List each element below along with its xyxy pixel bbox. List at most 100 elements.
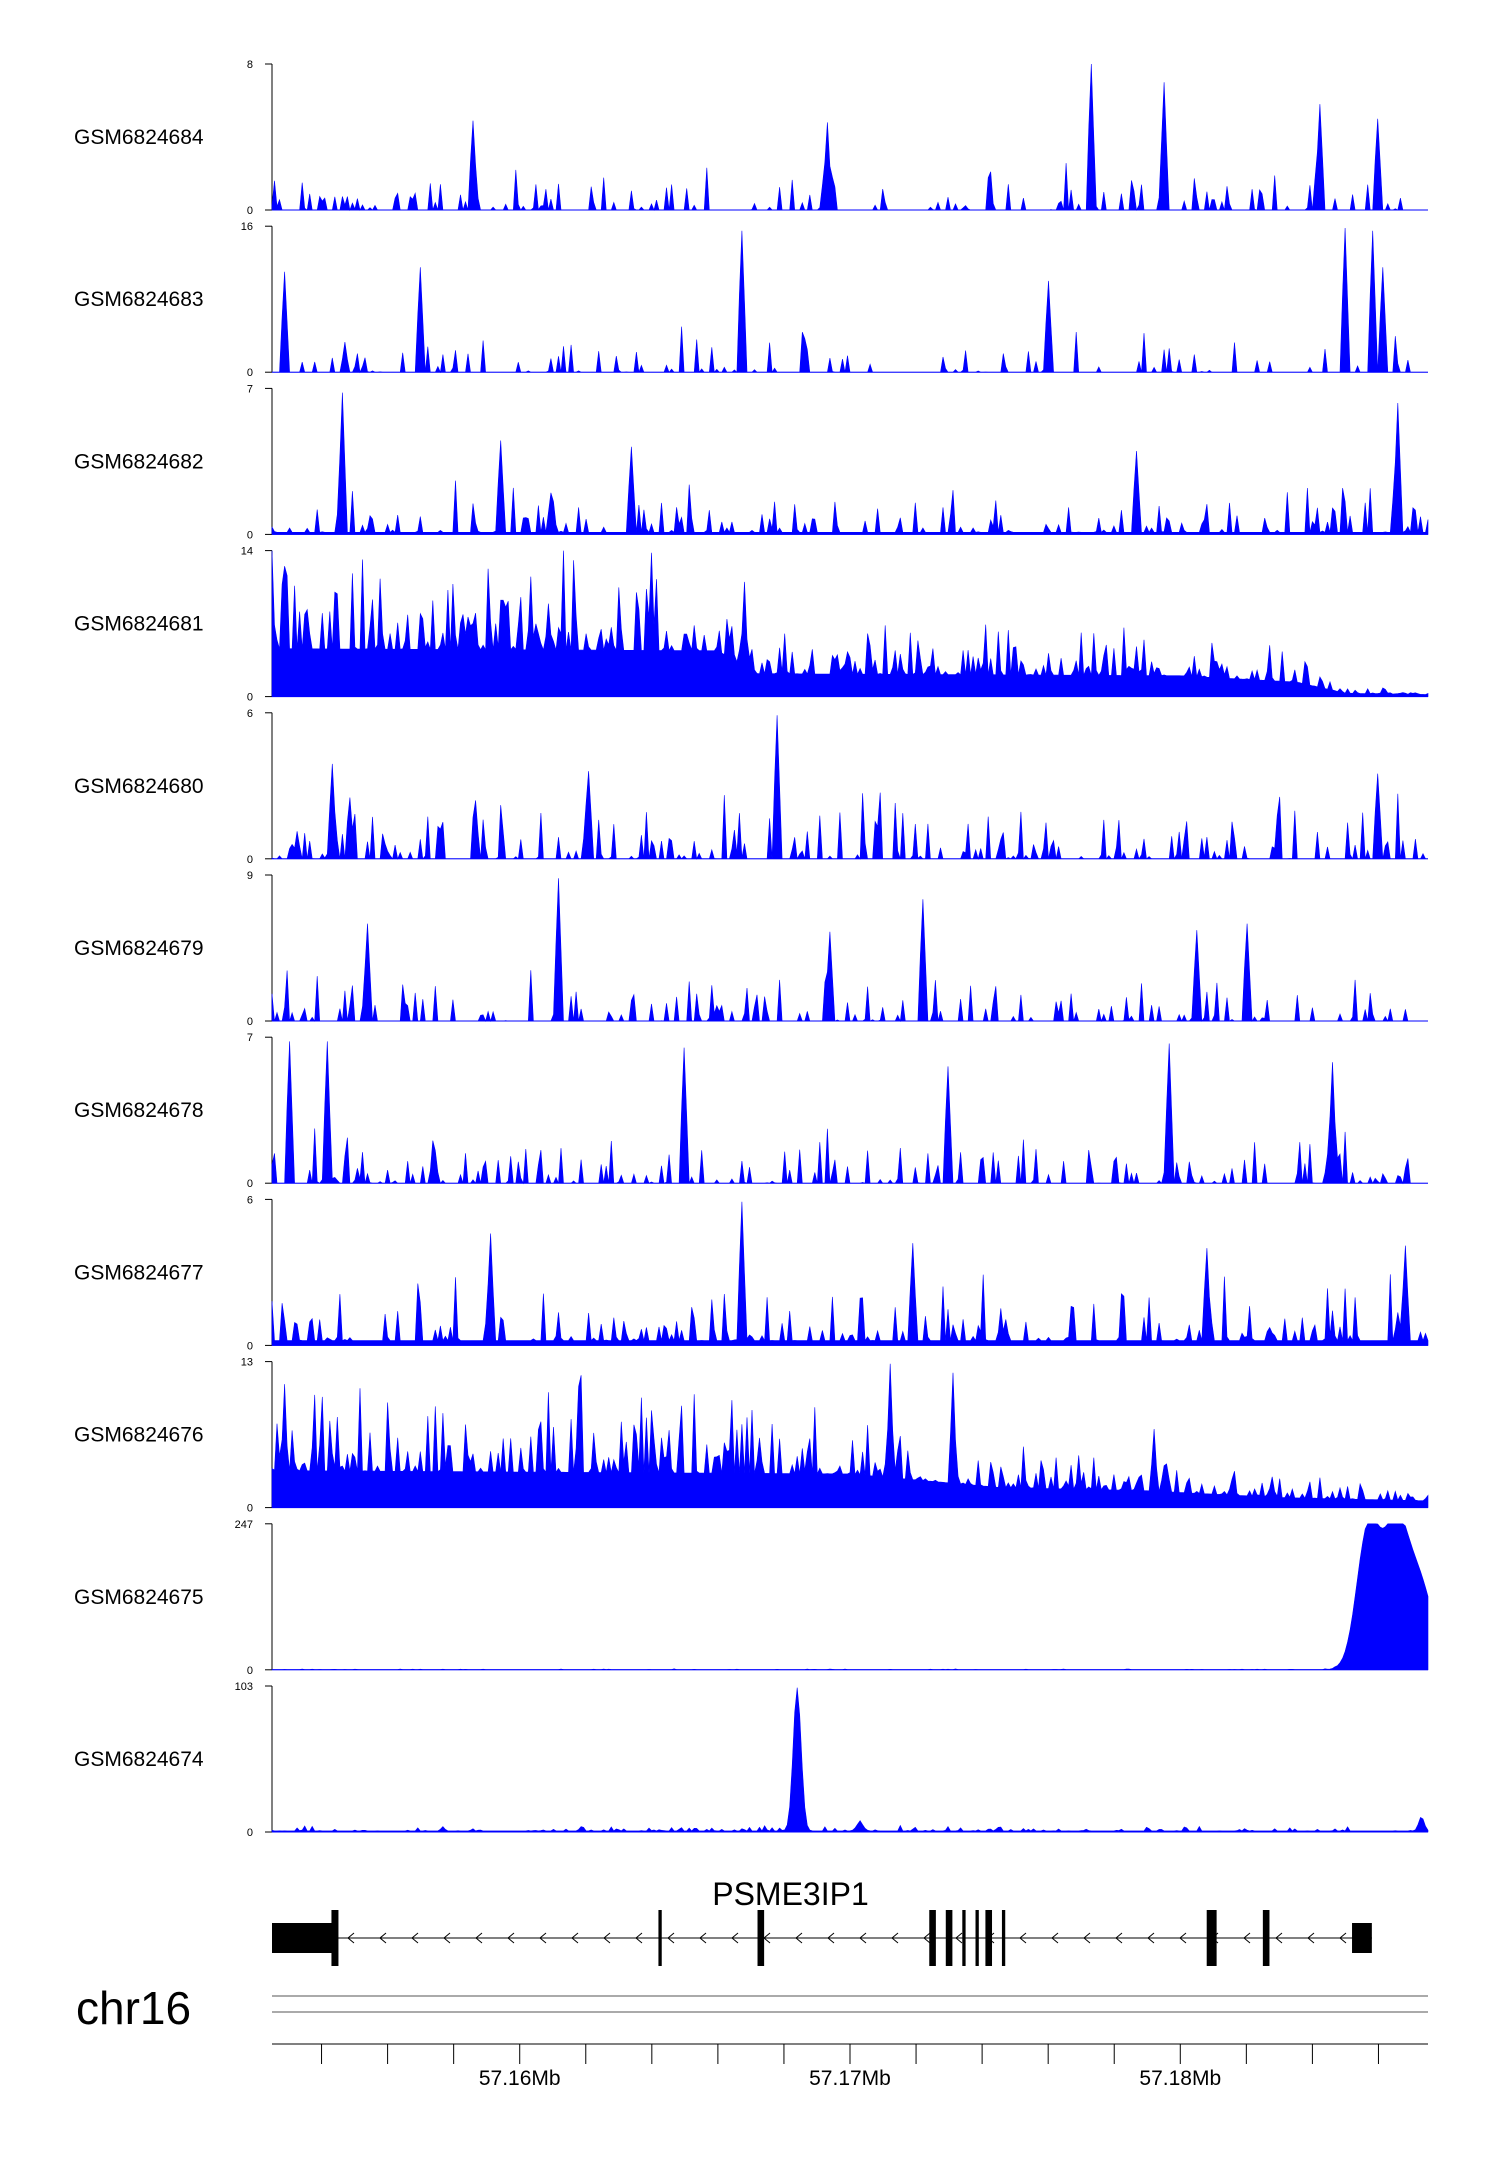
- track-GSM6824675: GSM6824675 247 0: [74, 1519, 1429, 1677]
- gene-exon: [1001, 1910, 1006, 1966]
- signal-area-GSM6824677: [271, 1201, 1429, 1346]
- track-label: GSM6824676: [74, 1424, 204, 1447]
- strand-arrow: [731, 1932, 739, 1944]
- gene-exon: [1262, 1910, 1270, 1966]
- track-label: GSM6824680: [74, 775, 204, 798]
- gene-exon: [757, 1910, 765, 1966]
- gene-exon: [945, 1910, 953, 1966]
- y-axis-min-label: 0: [247, 529, 253, 541]
- track-label: GSM6824684: [74, 126, 204, 149]
- y-axis-min-label: 0: [247, 367, 253, 379]
- y-axis-max-label: 13: [241, 1357, 253, 1369]
- signal-area-GSM6824681: [271, 550, 1429, 697]
- gene-exon: [962, 1910, 966, 1966]
- genomic-coordinate-axis: 57.16Mb 57.17Mb 57.18Mb: [272, 1995, 1428, 2090]
- y-axis-min-label: 0: [247, 1503, 253, 1515]
- strand-arrow: [699, 1932, 707, 1944]
- gene-exon: [975, 1910, 979, 1966]
- y-axis-min-label: 0: [247, 1340, 253, 1352]
- track-GSM6824677: GSM6824677 6 0: [74, 1194, 1429, 1352]
- gene-name-label: PSME3IP1: [712, 1876, 869, 1912]
- strand-arrow: [1275, 1932, 1283, 1944]
- strand-arrow: [571, 1932, 579, 1944]
- track-GSM6824681: GSM6824681 14 0: [74, 546, 1429, 704]
- y-axis-max-label: 16: [241, 221, 253, 233]
- track-GSM6824678: GSM6824678 7 0: [74, 1032, 1428, 1190]
- y-axis-min-label: 0: [247, 692, 253, 704]
- track-GSM6824676: GSM6824676 13 0: [74, 1357, 1429, 1515]
- y-axis-min-label: 0: [247, 1178, 253, 1190]
- track-label: GSM6824674: [74, 1748, 204, 1771]
- track-label: GSM6824678: [74, 1099, 204, 1122]
- track-GSM6824684: GSM6824684 8 0: [74, 59, 1428, 217]
- track-label: GSM6824675: [74, 1586, 204, 1609]
- y-axis-max-label: 103: [235, 1681, 253, 1693]
- signal-area-GSM6824675: [271, 1523, 1429, 1671]
- strand-arrow: [347, 1932, 355, 1944]
- signal-area-GSM6824683: [272, 227, 1428, 374]
- track-label: GSM6824679: [74, 937, 204, 960]
- strand-arrow: [1083, 1932, 1091, 1944]
- y-axis-min-label: 0: [247, 1665, 253, 1677]
- track-label: GSM6824677: [74, 1261, 204, 1284]
- track-GSM6824682: GSM6824682 7 0: [74, 383, 1429, 541]
- y-axis-max-label: 7: [247, 383, 253, 395]
- x-axis-tick-label: 57.16Mb: [479, 2067, 561, 2090]
- gene-exon: [1206, 1910, 1217, 1966]
- track-GSM6824680: GSM6824680 6 0: [74, 708, 1428, 866]
- strand-arrow: [955, 1932, 963, 1944]
- signal-area-GSM6824674: [271, 1687, 1429, 1833]
- strand-arrow: [795, 1932, 803, 1944]
- strand-arrow: [667, 1932, 675, 1944]
- signal-area-GSM6824682: [271, 392, 1429, 535]
- gene-exon: [985, 1910, 993, 1966]
- y-axis-min-label: 0: [247, 854, 253, 866]
- y-axis-min-label: 0: [247, 1827, 253, 1839]
- gene-exon: [331, 1910, 339, 1966]
- y-axis-max-label: 9: [247, 870, 253, 882]
- strand-arrow: [891, 1932, 899, 1944]
- track-GSM6824679: GSM6824679 9 0: [74, 870, 1428, 1028]
- strand-arrow: [1115, 1932, 1123, 1944]
- track-GSM6824674: GSM6824674 103 0: [74, 1681, 1429, 1839]
- y-axis-max-label: 6: [247, 708, 253, 720]
- x-axis-tick-label: 57.18Mb: [1139, 2067, 1221, 2090]
- strand-arrow: [923, 1932, 931, 1944]
- strand-arrow: [859, 1932, 867, 1944]
- strand-arrow: [1307, 1932, 1315, 1944]
- gene-exon: [929, 1910, 936, 1966]
- y-axis-max-label: 247: [235, 1519, 253, 1531]
- track-label: GSM6824682: [74, 450, 204, 473]
- strand-arrow: [635, 1932, 643, 1944]
- x-axis-tick-label: 57.17Mb: [809, 2067, 891, 2090]
- strand-arrow: [1147, 1932, 1155, 1944]
- y-axis-max-label: 6: [247, 1194, 253, 1206]
- strand-arrow: [443, 1932, 451, 1944]
- strand-arrow: [475, 1932, 483, 1944]
- gene-exon: [272, 1923, 335, 1953]
- gene-exon: [658, 1910, 662, 1966]
- signal-area-GSM6824678: [271, 1041, 1428, 1185]
- signal-area-GSM6824684: [271, 63, 1428, 212]
- y-axis-min-label: 0: [247, 1016, 253, 1028]
- signal-area-GSM6824680: [271, 715, 1428, 860]
- strand-arrow: [539, 1932, 547, 1944]
- strand-arrow: [827, 1932, 835, 1944]
- gene-annotation-track: PSME3IP1: [272, 1876, 1372, 1966]
- y-axis-max-label: 7: [247, 1032, 253, 1044]
- strand-arrow: [379, 1932, 387, 1944]
- strand-arrow: [1019, 1932, 1027, 1944]
- strand-arrow: [507, 1932, 515, 1944]
- strand-arrow: [1339, 1932, 1347, 1944]
- strand-arrow: [1051, 1932, 1059, 1944]
- gene-exon: [1352, 1923, 1372, 1953]
- y-axis-min-label: 0: [247, 205, 253, 217]
- signal-area-GSM6824676: [271, 1363, 1429, 1508]
- chromosome-label: chr16: [76, 1982, 191, 2034]
- track-label: GSM6824683: [74, 288, 204, 311]
- strand-arrow: [603, 1932, 611, 1944]
- track-label: GSM6824681: [74, 613, 204, 636]
- signal-tracks: GSM682468480GSM6824683160GSM682468270GSM…: [74, 59, 1429, 1839]
- y-axis-max-label: 14: [241, 546, 253, 558]
